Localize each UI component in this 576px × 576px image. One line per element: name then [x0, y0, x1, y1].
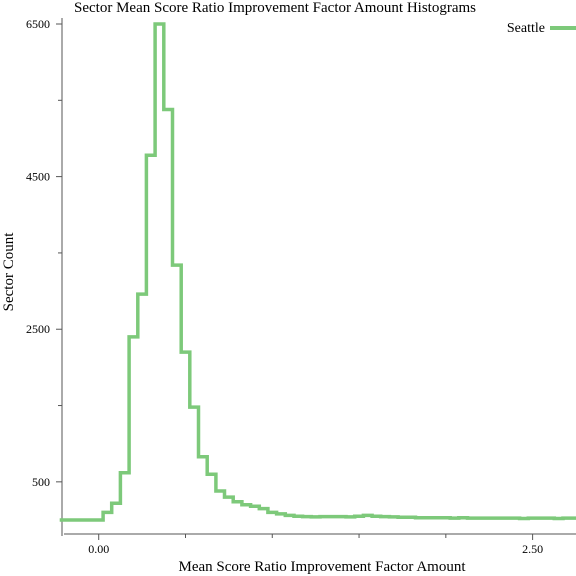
- y-tick-label-3: 6500: [26, 17, 50, 31]
- x-tick-label-0: 0.00: [88, 542, 109, 556]
- x-axis: 0.00 2.50: [64, 533, 576, 556]
- y-tick-label-2: 4500: [26, 170, 50, 184]
- y-axis-label: Sector Count: [1, 232, 17, 312]
- legend: Seattle: [507, 21, 576, 36]
- y-axis: 500 2500 4500 6500: [26, 17, 63, 536]
- series-line-seattle: [59, 22, 576, 522]
- y-tick-label-1: 2500: [26, 322, 50, 336]
- chart-title: Sector Mean Score Ratio Improvement Fact…: [74, 0, 476, 16]
- y-tick-label-0: 500: [32, 475, 50, 489]
- legend-label-seattle: Seattle: [507, 21, 545, 36]
- series-group: [59, 22, 576, 522]
- x-tick-label-1: 2.50: [522, 542, 543, 556]
- x-axis-label: Mean Score Ratio Improvement Factor Amou…: [178, 559, 466, 575]
